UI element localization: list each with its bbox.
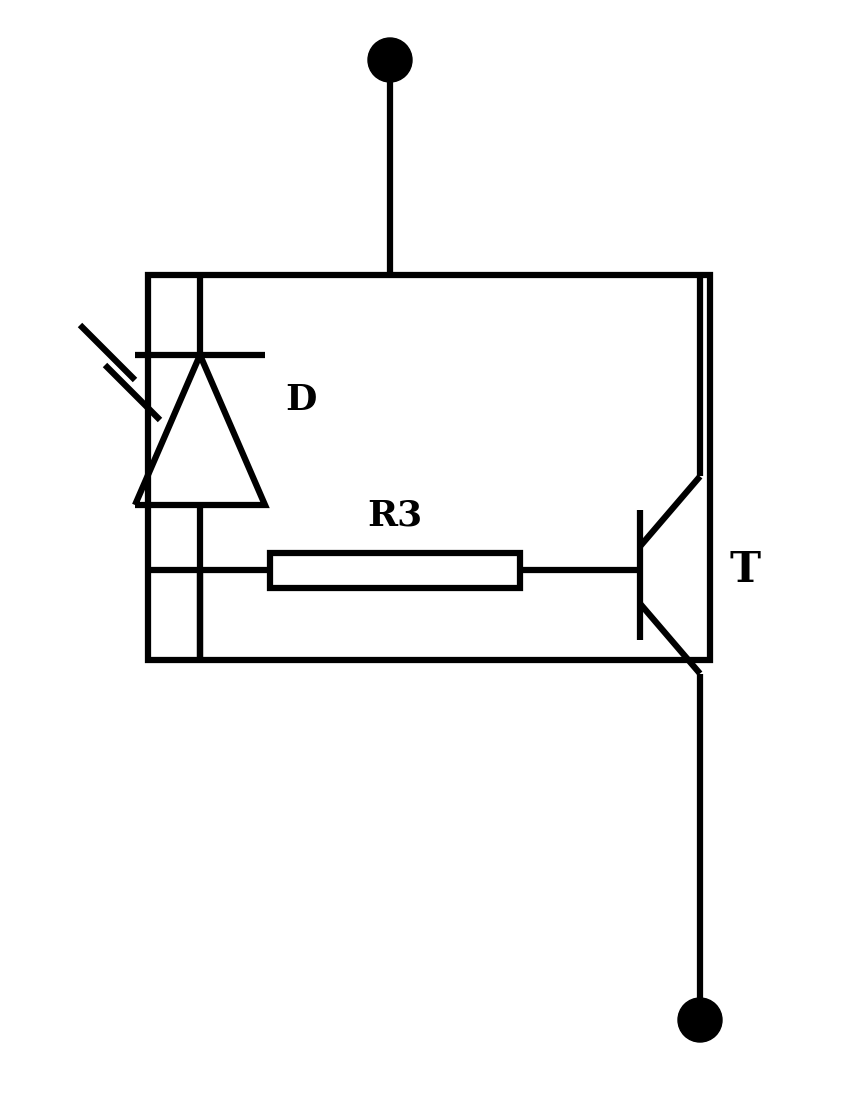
Bar [270,553,520,588]
Bar [148,275,710,660]
Text: T: T [730,548,761,591]
Text: R3: R3 [368,498,423,532]
Text: D: D [285,383,316,417]
Circle shape [678,998,722,1042]
Circle shape [368,38,412,82]
